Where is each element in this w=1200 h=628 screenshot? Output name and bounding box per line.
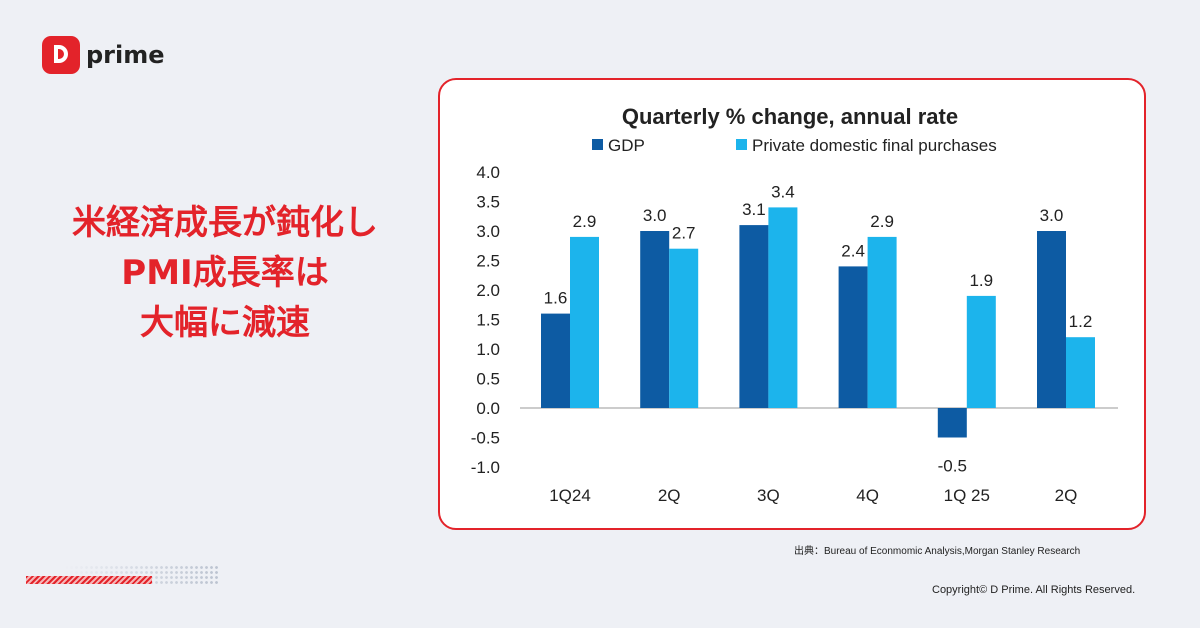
bar-pdfp <box>669 248 699 408</box>
y-tick-label: 4.0 <box>476 163 500 182</box>
logo: prime <box>42 36 165 74</box>
y-tick-label: 0.5 <box>476 370 500 389</box>
headline: 米経済成長が鈍化し PMI成長率は 大幅に減速 <box>30 198 420 348</box>
bar-pdfp <box>966 295 996 408</box>
headline-line: PMI成長率は <box>121 253 329 293</box>
y-tick-label: 1.0 <box>476 340 500 359</box>
bar-gdp <box>1037 231 1066 408</box>
headline-line: 米経済成長が鈍化し <box>72 203 378 243</box>
x-tick-label: 2Q <box>1055 486 1078 505</box>
data-label: 2.9 <box>870 212 894 231</box>
data-label: 2.4 <box>841 241 865 260</box>
bar-pdfp <box>867 236 897 408</box>
y-tick-label: -0.5 <box>471 429 500 448</box>
y-tick-label: 1.5 <box>476 311 500 330</box>
bar-gdp <box>640 231 670 408</box>
headline-line: 大幅に減速 <box>140 303 310 343</box>
data-label: 1.6 <box>544 289 568 308</box>
x-tick-label: 4Q <box>856 486 879 505</box>
logo-d-icon <box>42 36 80 74</box>
x-tick-label: 1Q24 <box>549 486 591 505</box>
bar-pdfp <box>570 236 599 408</box>
source-note: 出典：Bureau of Econmomic Analysis,Morgan S… <box>794 546 1081 557</box>
copyright: Copyright© D Prime. All Rights Reserved. <box>932 584 1136 596</box>
data-label: 3.0 <box>643 206 667 225</box>
decorative-stripe <box>26 576 152 584</box>
legend-swatch <box>592 139 603 150</box>
bar-gdp <box>937 408 967 438</box>
y-tick-label: 2.0 <box>476 281 500 300</box>
bar-gdp <box>838 266 868 408</box>
data-label: 2.9 <box>573 212 597 231</box>
data-label: 1.9 <box>969 271 993 290</box>
data-label: -0.5 <box>938 457 967 476</box>
x-tick-label: 3Q <box>757 486 780 505</box>
chart-title: Quarterly % change, annual rate <box>622 104 958 129</box>
y-tick-label: 3.5 <box>476 193 500 212</box>
logo-text: prime <box>86 41 165 69</box>
y-tick-label: -1.0 <box>471 458 500 477</box>
y-tick-label: 0.0 <box>476 399 500 418</box>
data-label: 3.4 <box>771 182 795 201</box>
data-label: 3.0 <box>1040 206 1064 225</box>
bar-gdp <box>739 225 769 408</box>
y-tick-label: 2.5 <box>476 252 500 271</box>
legend-label: Private domestic final purchases <box>752 136 997 155</box>
data-label: 2.7 <box>672 224 696 243</box>
legend-swatch <box>736 139 747 150</box>
y-tick-label: 3.0 <box>476 222 500 241</box>
x-tick-label: 2Q <box>658 486 681 505</box>
legend-label: GDP <box>608 136 645 155</box>
data-label: 1.2 <box>1069 312 1093 331</box>
bar-pdfp <box>768 207 798 408</box>
bar-gdp <box>541 313 570 408</box>
x-tick-label: 1Q 25 <box>944 486 990 505</box>
data-label: 3.1 <box>742 200 766 219</box>
bar-pdfp <box>1066 337 1095 408</box>
